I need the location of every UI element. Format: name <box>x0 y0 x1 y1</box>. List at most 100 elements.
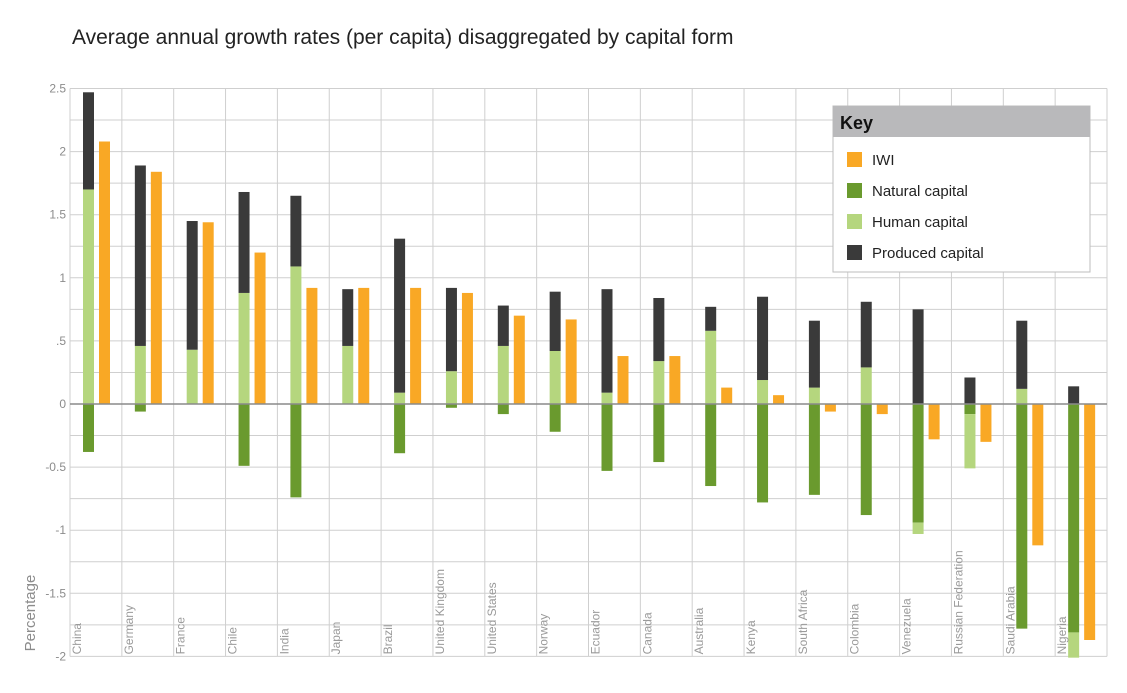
y-tick-label: 0 <box>59 397 66 411</box>
produced-capital-bar <box>342 289 354 346</box>
human-capital-bar <box>1016 388 1028 404</box>
natural-capital-bar <box>757 404 769 503</box>
natural-capital-bar <box>549 404 561 432</box>
iwi-bar <box>358 287 370 404</box>
human-capital-bar <box>186 349 198 404</box>
y-tick-label: -1.5 <box>45 586 66 600</box>
iwi-bar <box>1084 404 1096 640</box>
category-label: Ecuador <box>589 610 603 655</box>
category-label: Australia <box>692 607 706 654</box>
produced-capital-bar <box>705 306 717 331</box>
produced-capital-bar <box>1016 320 1028 389</box>
y-tick-label: 1.5 <box>49 208 66 222</box>
produced-capital-bar <box>549 291 561 351</box>
iwi-bar <box>202 222 214 404</box>
produced-capital-bar <box>1068 386 1080 404</box>
iwi-bar <box>773 395 785 404</box>
legend-header <box>833 106 1090 137</box>
human-capital-bar <box>238 292 250 404</box>
legend-swatch <box>847 183 862 198</box>
natural-capital-bar <box>134 404 146 412</box>
y-tick-label: 2 <box>59 145 66 159</box>
produced-capital-bar <box>497 305 509 346</box>
category-label: Norway <box>537 614 551 655</box>
bars <box>83 92 1096 658</box>
iwi-bar <box>150 171 162 404</box>
iwi-bar <box>721 387 733 404</box>
iwi-bar <box>980 404 992 442</box>
natural-capital-bar <box>497 404 509 415</box>
legend-label: Produced capital <box>872 245 984 262</box>
category-labels: China Germany France Chile India Japan Brazil U… <box>70 550 1069 654</box>
natural-capital-bar <box>1068 404 1080 633</box>
human-capital-bar <box>445 371 457 404</box>
y-axis-title: Percentage <box>22 575 39 652</box>
human-capital-bar <box>705 330 717 404</box>
iwi-bar <box>99 141 110 404</box>
natural-capital-bar <box>964 404 976 415</box>
category-label: Canada <box>640 612 654 654</box>
natural-capital-bar <box>653 404 665 463</box>
produced-capital-bar <box>601 289 613 393</box>
legend-swatch <box>847 214 862 229</box>
legend-swatch <box>847 152 862 167</box>
iwi-bar <box>669 356 681 404</box>
human-capital-bar <box>83 189 94 404</box>
category-label: Saudi Arabia <box>1003 586 1017 654</box>
category-label: Japan <box>329 622 343 655</box>
category-label: Nigeria <box>1055 616 1069 654</box>
y-axis-label: Percentage <box>22 575 39 652</box>
human-capital-bar <box>342 345 354 404</box>
y-tick-label: 1 <box>59 271 66 285</box>
y-tick-label: -1 <box>55 523 66 537</box>
category-label: Germany <box>122 605 136 654</box>
category-label: France <box>174 617 188 655</box>
iwi-bar <box>928 404 940 440</box>
y-tick-label: .5 <box>56 334 66 348</box>
iwi-bar <box>617 356 629 404</box>
human-capital-bar <box>601 392 613 404</box>
iwi-bar <box>306 287 318 404</box>
produced-capital-bar <box>83 92 94 190</box>
y-tick-label: -2 <box>55 649 66 663</box>
category-label: Kenya <box>744 620 758 654</box>
iwi-bar <box>461 292 473 404</box>
iwi-bar <box>410 287 422 404</box>
iwi-bar <box>513 315 525 404</box>
legend: Key IWI Natural capital Human capital Produc… <box>832 105 1091 273</box>
produced-capital-bar <box>134 165 146 346</box>
category-label: United Kingdom <box>433 569 447 654</box>
natural-capital-bar <box>860 404 872 516</box>
natural-capital-bar <box>912 404 924 523</box>
natural-capital-bar <box>705 404 717 487</box>
human-capital-bar <box>549 350 561 404</box>
produced-capital-bar <box>808 320 820 388</box>
category-label: United States <box>485 582 499 654</box>
y-tick-label: 2.5 <box>49 82 66 96</box>
produced-capital-bar <box>290 195 302 267</box>
iwi-bar <box>1032 404 1044 546</box>
category-label: China <box>70 623 84 655</box>
legend-label: Natural capital <box>872 183 968 200</box>
produced-capital-bar <box>186 221 198 350</box>
human-capital-bar <box>653 361 665 404</box>
category-label: Chile <box>226 627 240 655</box>
natural-capital-bar <box>601 404 613 471</box>
iwi-bar <box>824 404 836 412</box>
category-label: Brazil <box>381 624 395 654</box>
human-capital-bar <box>497 345 509 404</box>
category-label: Russian Federation <box>951 550 965 654</box>
iwi-bar <box>254 252 266 404</box>
chart-title: Average annual growth rates (per capita)… <box>72 26 734 49</box>
produced-capital-bar <box>912 309 924 404</box>
produced-capital-bar <box>860 301 872 368</box>
produced-capital-bar <box>238 191 250 293</box>
y-tick-labels: 2.521.51.50-0.5-1-1.5-2 <box>45 82 66 664</box>
human-capital-bar <box>808 387 820 404</box>
legend-label: Human capital <box>872 214 968 231</box>
produced-capital-bar <box>445 287 457 372</box>
category-label: India <box>277 628 291 654</box>
human-capital-bar <box>290 266 302 404</box>
natural-capital-bar <box>808 404 820 495</box>
